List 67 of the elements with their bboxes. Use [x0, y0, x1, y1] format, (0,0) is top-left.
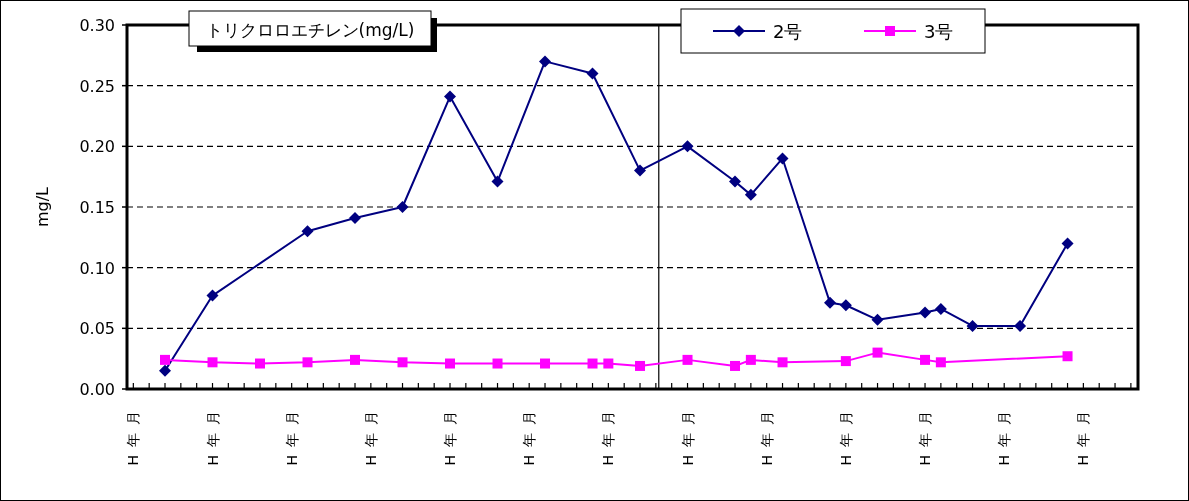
chart-title: トリクロロエチレン(mg/L) [205, 20, 415, 40]
point [540, 358, 551, 369]
x-tick-label: H年月 [917, 403, 934, 466]
x-tick-label: H年月 [1075, 403, 1092, 466]
point [744, 188, 757, 201]
x-tick-label: H年月 [758, 403, 775, 466]
y-tick-label: 0.10 [79, 258, 115, 278]
point [586, 67, 599, 80]
point [1062, 351, 1073, 362]
legend-label: 3号 [924, 21, 954, 42]
point [159, 364, 171, 377]
point [1014, 319, 1027, 332]
point [206, 289, 219, 302]
x-tick-label: H年月 [362, 403, 379, 466]
y-tick-label: 0.25 [79, 76, 115, 96]
point [681, 140, 694, 153]
x-tick-label: H年月 [521, 403, 538, 466]
x-tick-label: H年月 [837, 403, 854, 466]
point [207, 357, 218, 368]
point [872, 347, 883, 358]
y-tick-label: 0.05 [79, 319, 115, 339]
x-tick-label: H年月 [679, 403, 696, 466]
point [603, 358, 614, 369]
point [302, 357, 313, 368]
x-tick-label: H年月 [442, 403, 459, 466]
y-axis-title: mg/L [33, 186, 52, 228]
point [634, 164, 647, 177]
point [920, 354, 931, 365]
y-tick-label: 0.15 [79, 198, 115, 217]
legend-label: 2号 [773, 21, 803, 42]
point [492, 358, 503, 369]
point [445, 358, 456, 369]
point [301, 225, 314, 238]
point [539, 55, 552, 68]
x-tick-label: H年月 [600, 403, 617, 466]
point [824, 296, 837, 309]
point [934, 302, 947, 315]
point [871, 313, 884, 326]
point [839, 299, 852, 312]
point [730, 360, 741, 371]
point [840, 356, 851, 367]
x-tick-label: H年月 [125, 403, 142, 466]
y-tick-label: 0.30 [79, 16, 115, 35]
y-tick-label: 0.20 [79, 137, 115, 157]
point [587, 358, 598, 369]
point [160, 354, 170, 365]
x-tick-label: H年月 [204, 403, 221, 466]
point [729, 175, 742, 188]
point [1061, 237, 1074, 250]
point [350, 354, 361, 365]
point [635, 360, 646, 371]
point [777, 357, 788, 368]
point [255, 358, 266, 369]
x-tick-label: H年月 [996, 403, 1013, 466]
point [397, 357, 408, 368]
point [349, 211, 362, 224]
point [776, 152, 789, 165]
point [491, 175, 504, 188]
point [745, 354, 756, 365]
point [396, 201, 409, 213]
point [935, 357, 946, 368]
point [682, 354, 693, 365]
point [966, 319, 979, 332]
point [919, 306, 932, 319]
y-tick-label: 0.00 [79, 380, 115, 399]
x-tick-label: H年月 [283, 403, 300, 466]
point [444, 90, 457, 103]
